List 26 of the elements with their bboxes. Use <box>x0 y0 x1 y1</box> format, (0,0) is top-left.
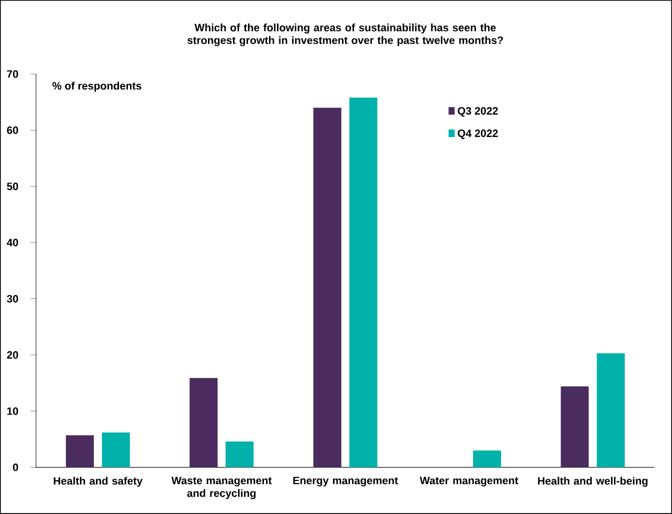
bar <box>473 450 502 468</box>
y-tick-label: 20 <box>7 351 18 359</box>
y-axis-title: % of respondents <box>52 82 142 92</box>
bar <box>102 432 130 468</box>
y-tick-label: 50 <box>6 182 18 190</box>
x-tick-label: Energy management <box>293 476 398 486</box>
bar <box>349 98 378 468</box>
bar <box>190 378 218 468</box>
bar <box>560 386 589 468</box>
bar <box>313 108 342 468</box>
x-tick-label: Health and well-being <box>538 476 648 487</box>
chart-title: Which of the following areas of sustainability has seen the strongest growth in investment over the past twelve months? <box>187 24 503 46</box>
x-tick-label: Water management <box>420 476 518 486</box>
bar <box>596 353 625 468</box>
legend-label: Q4 2022 <box>458 130 498 140</box>
y-tick-label: 70 <box>7 70 18 78</box>
y-tick-label: 40 <box>6 238 18 246</box>
bar <box>66 435 94 468</box>
legend-label: Q3 2022 <box>458 107 498 117</box>
y-tick-label: 30 <box>6 294 18 303</box>
bar <box>226 441 254 468</box>
x-tick-label: Waste management and recycling <box>171 476 272 500</box>
y-tick-label: 60 <box>7 126 18 134</box>
y-tick-label: 0 <box>12 464 18 472</box>
x-tick-label: Health and safety <box>54 476 143 487</box>
y-tick-label: 10 <box>7 407 18 415</box>
